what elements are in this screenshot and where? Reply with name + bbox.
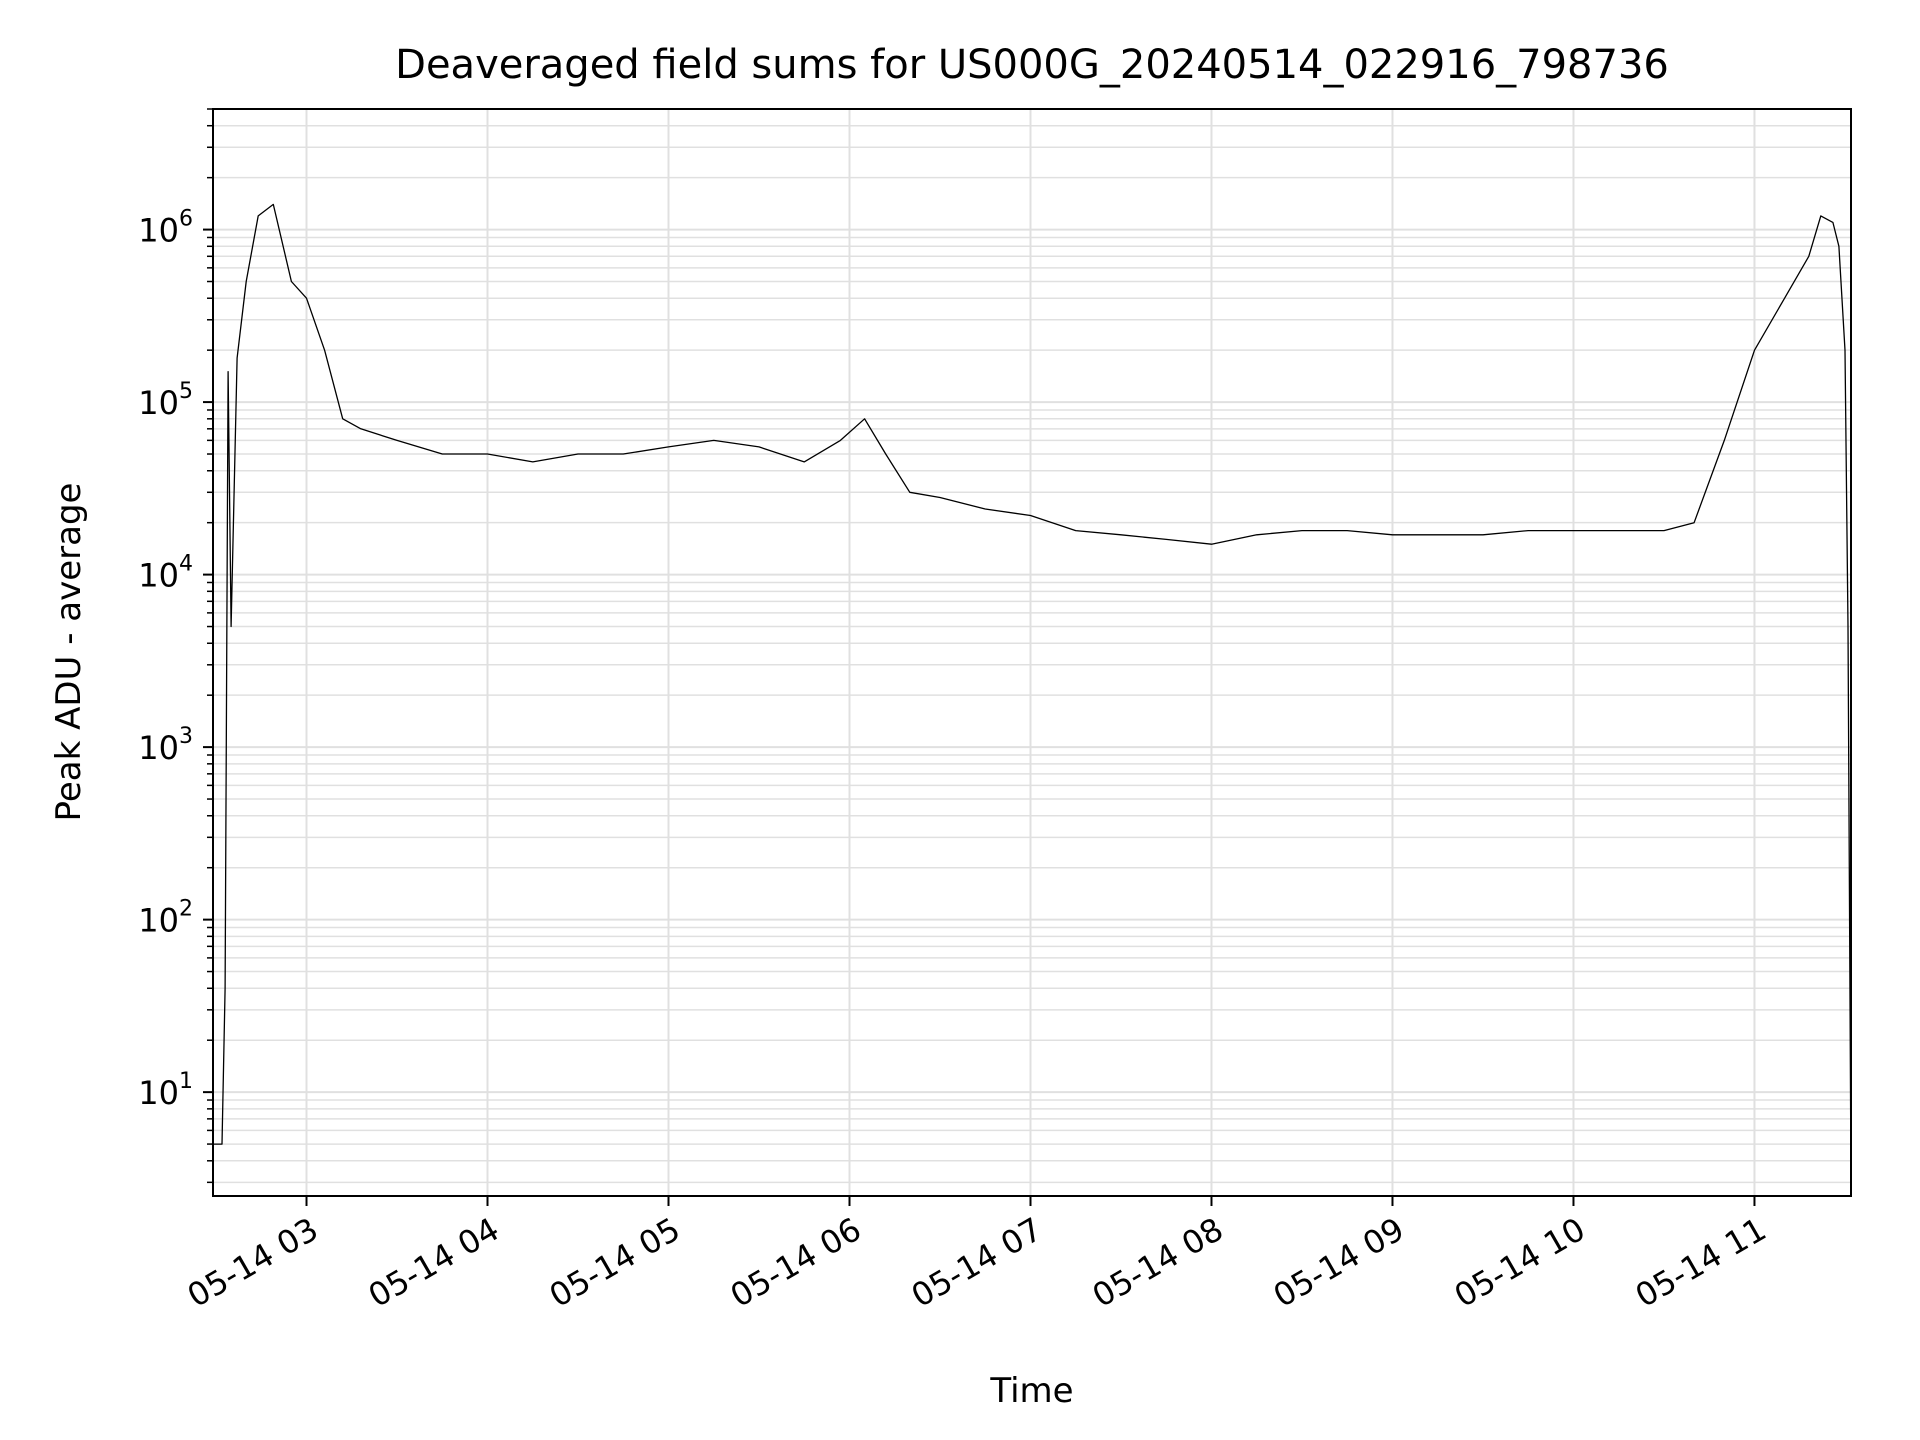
y-tick-label: 103	[138, 724, 193, 767]
y-axis-label: Peak ADU - average	[49, 483, 89, 822]
grid-lines	[213, 108, 1851, 1196]
y-tick-label: 102	[138, 897, 193, 940]
plot-frame	[212, 108, 1852, 1197]
y-tick-label: 106	[138, 207, 193, 250]
y-tick-label: 101	[138, 1069, 193, 1112]
y-tick-label: 104	[138, 552, 193, 595]
x-axis-label: Time	[989, 1371, 1073, 1411]
y-tick-label: 105	[138, 379, 193, 422]
chart-title: Deaveraged field sums for US000G_2024051…	[395, 42, 1669, 88]
series-line	[213, 203, 1852, 1183]
